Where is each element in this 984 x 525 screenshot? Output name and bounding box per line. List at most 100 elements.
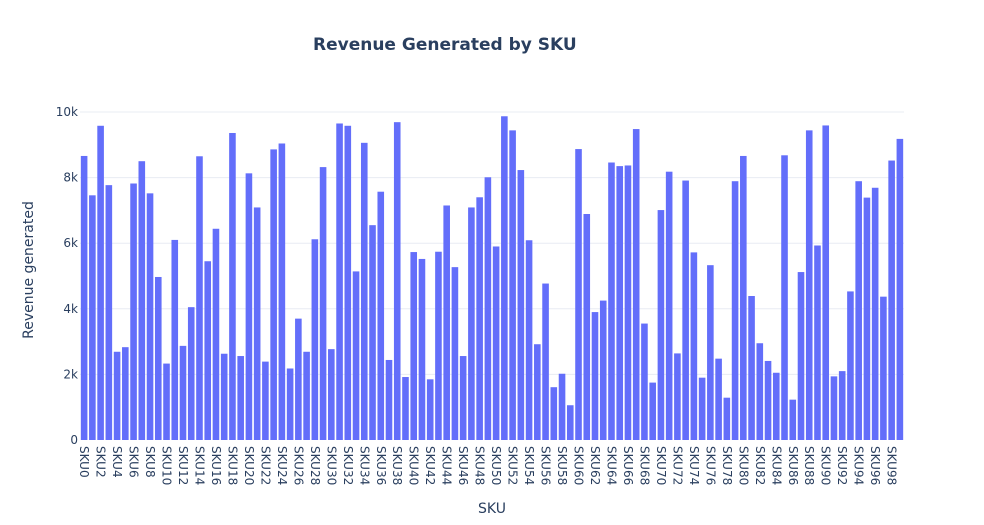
bar-sku45 — [451, 267, 459, 440]
y-tick-label: 4k — [63, 302, 78, 316]
bar-sku71 — [665, 171, 673, 441]
x-tick-label: SKU68 — [637, 446, 651, 485]
bar-sku69 — [649, 382, 656, 440]
bar-sku92 — [838, 371, 846, 440]
x-tick-label: SKU44 — [440, 446, 454, 485]
bar-sku65 — [616, 166, 624, 440]
bar-sku39 — [402, 377, 409, 440]
x-tick-label: SKU60 — [572, 446, 586, 485]
x-tick-label: SKU76 — [703, 446, 717, 485]
bar-sku14 — [196, 156, 203, 440]
x-tick-label: SKU80 — [736, 446, 750, 485]
x-tick-label: SKU26 — [291, 446, 305, 485]
bar-sku82 — [756, 343, 764, 440]
bar-sku20 — [245, 173, 253, 440]
x-tick-label: SKU50 — [489, 446, 503, 485]
x-tick-label: SKU88 — [802, 446, 816, 485]
x-tick-label: SKU96 — [868, 446, 882, 485]
bar-sku42 — [426, 379, 434, 440]
x-tick-label: SKU34 — [357, 446, 371, 485]
x-axis-ticks: SKU0 SKU2 SKU4 SKU6 SKU8 SKU10 SKU12 SKU14 SKU16… — [77, 446, 899, 485]
bar-sku57 — [550, 387, 558, 440]
bar-sku99 — [896, 138, 904, 440]
bar-sku76 — [707, 265, 714, 440]
y-tick-label: 10k — [56, 105, 78, 119]
bar-sku55 — [534, 344, 541, 440]
x-tick-label: SKU94 — [852, 446, 866, 485]
bar-sku70 — [657, 210, 665, 440]
bar-sku31 — [336, 123, 343, 440]
bar-sku35 — [369, 225, 376, 440]
bar-sku75 — [698, 377, 706, 440]
y-tick-label: 0 — [70, 433, 78, 447]
bar-sku46 — [459, 356, 467, 440]
bar-sku13 — [187, 307, 195, 440]
bar-sku90 — [822, 125, 830, 440]
bar-sku29 — [319, 167, 327, 440]
bar-sku27 — [303, 351, 310, 440]
x-tick-label: SKU18 — [225, 446, 239, 485]
bar-sku9 — [154, 276, 162, 440]
bar-sku40 — [410, 252, 418, 440]
bar-sku17 — [220, 353, 228, 440]
x-tick-label: SKU20 — [242, 446, 256, 485]
x-axis-title: SKU — [478, 501, 506, 517]
bar-sku34 — [360, 142, 368, 440]
bar-sku73 — [682, 180, 689, 440]
bar-sku53 — [517, 170, 525, 440]
bar-sku26 — [295, 318, 302, 440]
bar-sku38 — [393, 122, 401, 440]
bar-sku5 — [122, 347, 129, 440]
x-tick-label: SKU14 — [192, 446, 206, 485]
bar-sku33 — [352, 271, 360, 440]
bars — [80, 116, 904, 441]
bar-sku68 — [641, 323, 648, 440]
bar-sku80 — [740, 155, 747, 440]
x-tick-label: SKU42 — [423, 446, 437, 485]
bar-sku64 — [608, 162, 615, 440]
y-axis-ticks: 0 2k 4k 6k 8k 10k — [56, 105, 78, 447]
bar-sku21 — [253, 207, 261, 440]
y-axis-title: Revenue generated — [21, 201, 37, 339]
x-tick-label: SKU22 — [258, 446, 272, 485]
bar-sku67 — [632, 129, 640, 440]
bar-sku88 — [805, 130, 813, 441]
bar-sku8 — [146, 193, 154, 440]
bar-sku1 — [89, 195, 96, 440]
x-tick-label: SKU72 — [670, 446, 684, 485]
bar-sku94 — [855, 181, 862, 440]
bar-sku7 — [138, 161, 146, 440]
bar-sku22 — [262, 361, 269, 440]
bar-sku95 — [863, 197, 871, 440]
bar-sku78 — [723, 397, 731, 440]
bar-sku91 — [830, 376, 838, 440]
bar-sku79 — [731, 181, 739, 440]
bar-sku86 — [789, 399, 797, 440]
bar-sku50 — [492, 246, 500, 440]
bar-sku54 — [525, 240, 533, 440]
bar-sku23 — [270, 149, 277, 440]
x-tick-label: SKU4 — [110, 446, 124, 478]
bar-sku83 — [764, 360, 772, 440]
bar-sku15 — [204, 261, 212, 440]
bar-sku72 — [674, 353, 681, 440]
x-tick-label: SKU82 — [753, 446, 767, 485]
bar-sku93 — [847, 291, 854, 440]
bar-sku10 — [163, 363, 170, 440]
bar-sku30 — [328, 349, 335, 440]
bar-sku12 — [179, 345, 187, 440]
bar-sku61 — [583, 214, 591, 440]
bar-sku19 — [237, 356, 244, 440]
y-tick-label: 2k — [63, 367, 78, 381]
chart-title: Revenue Generated by SKU — [313, 35, 577, 55]
x-tick-label: SKU56 — [539, 446, 553, 485]
x-tick-label: SKU54 — [522, 446, 536, 485]
bar-sku74 — [690, 252, 698, 440]
bar-sku36 — [377, 191, 385, 440]
x-tick-label: SKU12 — [176, 446, 190, 485]
bar-sku52 — [509, 130, 516, 441]
x-tick-label: SKU10 — [160, 446, 174, 485]
bar-sku77 — [715, 358, 722, 440]
x-tick-label: SKU62 — [588, 446, 602, 485]
